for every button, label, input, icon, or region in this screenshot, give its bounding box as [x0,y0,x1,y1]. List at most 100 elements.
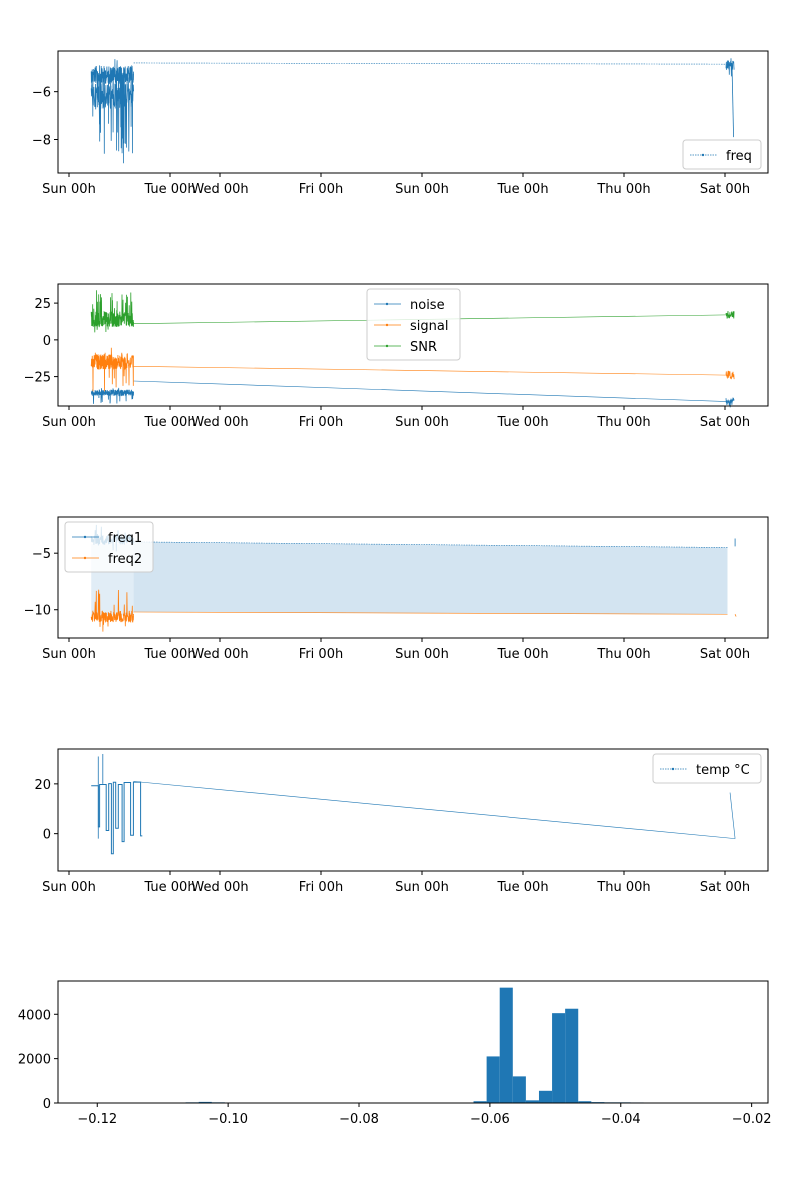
x-tick-label: Sat 00h [700,182,750,197]
series-freq2-cluster [90,589,134,632]
histogram-bar [578,1101,592,1103]
y-tick-label: −8 [32,134,51,149]
x-tick-label: Tue 00h [496,880,548,895]
legend-marker [385,302,389,306]
axes-frame [57,980,769,1104]
series-freq-cluster-right [725,58,735,77]
x-tick-label: Tue 00h [143,880,195,895]
legend-marker [385,323,389,327]
x-tick-label: −0.08 [339,1112,379,1127]
legend-marker [671,767,675,771]
histogram-bar [538,1090,553,1103]
y-tick-label: −5 [32,547,51,562]
series-noise-line [133,380,728,402]
y-tick-label: −10 [24,604,51,619]
series-temp-cluster [91,781,143,855]
x-tick-label: Fri 00h [299,415,343,430]
x-tick-label: Sat 00h [700,415,750,430]
x-tick-label: Tue 00h [496,647,548,662]
series-temp-line [133,781,736,839]
series-signal-cluster-right [725,370,735,380]
series-freq-spike [731,67,734,138]
histogram-bar [525,1100,539,1103]
series-freq1-line [133,541,728,548]
x-tick-label: −0.02 [732,1112,772,1127]
x-tick-label: Fri 00h [299,647,343,662]
x-tick-label: Tue 00h [143,647,195,662]
legend-box [366,288,461,361]
x-tick-label: Fri 00h [299,182,343,197]
y-tick-label: 4000 [18,1008,51,1023]
legend-label: temp °C [696,763,750,778]
histogram-bar [499,987,513,1103]
legend-marker [83,535,87,539]
series-snr-cluster [90,290,134,333]
y-tick-label: 0 [43,828,51,843]
y-tick-label: −25 [24,371,51,386]
axes-frame [57,516,769,639]
x-tick-label: −0.06 [470,1112,510,1127]
x-tick-label: Sun 00h [42,182,96,197]
x-tick-label: Sun 00h [42,647,96,662]
x-tick-label: −0.12 [77,1112,117,1127]
y-tick-label: −6 [32,86,51,101]
series-freq-line [133,62,731,65]
legend-marker [701,153,705,157]
histogram-bar [473,1101,487,1103]
x-tick-label: Thu 00h [596,880,650,895]
axes-frame [57,748,769,872]
x-tick-label: −0.04 [601,1112,641,1127]
axes-frame [57,283,769,407]
legend-label: SNR [410,340,437,355]
x-tick-label: Tue 00h [143,182,195,197]
series-signal-cluster [90,347,134,392]
x-tick-label: Sun 00h [395,415,449,430]
x-tick-label: Sun 00h [395,182,449,197]
y-tick-label: 0 [43,334,51,349]
x-tick-label: Sun 00h [395,647,449,662]
axes-frame [57,50,769,174]
histogram-bar [512,1076,526,1103]
legend-marker [83,556,87,560]
x-tick-label: Sun 00h [395,880,449,895]
x-tick-label: Wed 00h [191,415,248,430]
x-tick-label: −0.10 [208,1112,248,1127]
x-tick-label: Sun 00h [42,415,96,430]
legend-marker [385,344,389,348]
chart-histogram: 0 2000 4000 −0.12 −0.10 −0.08 −0.06 −0.04 −0.02 [18,980,772,1127]
x-tick-label: Thu 00h [596,647,650,662]
x-tick-label: Fri 00h [299,880,343,895]
x-tick-label: Sun 00h [42,880,96,895]
x-tick-label: Wed 00h [191,880,248,895]
series-signal-line [133,366,728,376]
y-tick-label: 0 [43,1097,51,1112]
histogram-bar [552,1013,566,1103]
y-tick-label: 25 [34,297,51,312]
x-tick-label: Thu 00h [596,415,650,430]
x-tick-label: Tue 00h [143,415,195,430]
x-tick-label: Sat 00h [700,647,750,662]
histogram-bar [565,1008,579,1103]
x-tick-label: Thu 00h [596,182,650,197]
y-tick-label: 2000 [18,1053,51,1068]
x-tick-label: Tue 00h [496,415,548,430]
series-noise-cluster-right [725,397,735,408]
series-freq2-tail [734,614,737,617]
fill-between [133,541,728,615]
series-temp-tail [729,792,736,839]
x-tick-label: Tue 00h [496,182,548,197]
legend-label: noise [410,298,445,313]
legend-box [682,139,762,170]
series-snr-cluster-right [725,310,735,319]
x-tick-label: Wed 00h [191,647,248,662]
series-freq2-line [133,611,728,615]
legend-label: freq [726,149,752,164]
legend-label: signal [410,319,448,334]
histogram-bar [486,1056,500,1103]
x-tick-label: Sat 00h [700,880,750,895]
series-noise-cluster [90,387,134,404]
